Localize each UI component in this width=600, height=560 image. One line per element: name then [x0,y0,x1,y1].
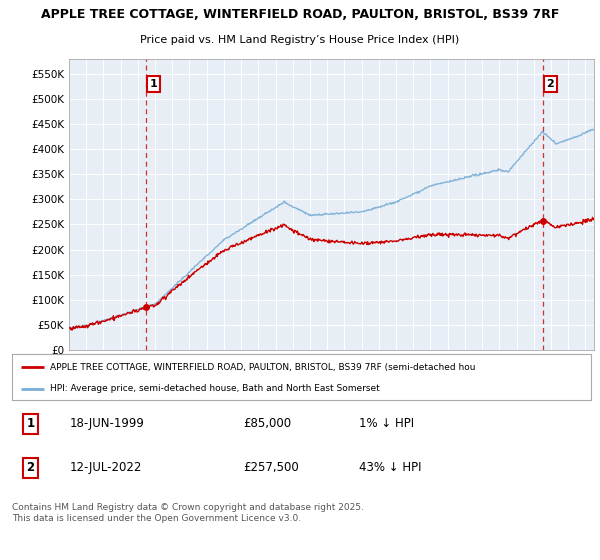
Text: 1: 1 [26,417,35,430]
Text: Contains HM Land Registry data © Crown copyright and database right 2025.
This d: Contains HM Land Registry data © Crown c… [12,503,364,522]
Text: HPI: Average price, semi-detached house, Bath and North East Somerset: HPI: Average price, semi-detached house,… [50,384,379,394]
Text: APPLE TREE COTTAGE, WINTERFIELD ROAD, PAULTON, BRISTOL, BS39 7RF: APPLE TREE COTTAGE, WINTERFIELD ROAD, PA… [41,7,559,21]
Text: APPLE TREE COTTAGE, WINTERFIELD ROAD, PAULTON, BRISTOL, BS39 7RF (semi-detached : APPLE TREE COTTAGE, WINTERFIELD ROAD, PA… [50,363,475,372]
Text: Price paid vs. HM Land Registry’s House Price Index (HPI): Price paid vs. HM Land Registry’s House … [140,35,460,45]
Text: 18-JUN-1999: 18-JUN-1999 [70,417,145,430]
Text: £257,500: £257,500 [244,461,299,474]
Text: £85,000: £85,000 [244,417,292,430]
Text: 12-JUL-2022: 12-JUL-2022 [70,461,142,474]
Text: 43% ↓ HPI: 43% ↓ HPI [359,461,422,474]
Text: 1% ↓ HPI: 1% ↓ HPI [359,417,415,430]
Text: 2: 2 [547,79,554,89]
Text: 2: 2 [26,461,35,474]
Text: 1: 1 [149,79,157,89]
